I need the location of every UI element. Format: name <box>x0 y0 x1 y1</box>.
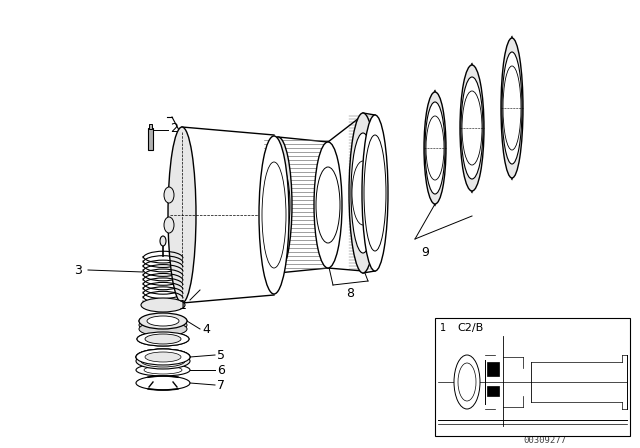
Ellipse shape <box>136 349 190 365</box>
Ellipse shape <box>164 217 174 233</box>
Ellipse shape <box>139 313 187 329</box>
Ellipse shape <box>462 91 482 165</box>
Ellipse shape <box>137 332 189 346</box>
Ellipse shape <box>502 52 522 164</box>
Text: 00309277: 00309277 <box>524 435 566 444</box>
Text: 6: 6 <box>217 363 225 376</box>
Ellipse shape <box>362 115 388 271</box>
Ellipse shape <box>160 236 166 246</box>
Ellipse shape <box>314 142 342 268</box>
Ellipse shape <box>460 65 484 191</box>
Ellipse shape <box>262 162 286 268</box>
Ellipse shape <box>349 113 377 273</box>
Bar <box>487 362 499 376</box>
Ellipse shape <box>139 322 187 336</box>
Ellipse shape <box>168 127 196 303</box>
Ellipse shape <box>266 162 290 248</box>
Bar <box>435 318 630 436</box>
Text: 1: 1 <box>179 298 187 311</box>
Text: 8: 8 <box>346 287 354 300</box>
Ellipse shape <box>503 66 521 150</box>
Ellipse shape <box>147 316 179 326</box>
Ellipse shape <box>454 355 480 409</box>
Text: 9: 9 <box>421 246 429 258</box>
Ellipse shape <box>458 363 476 401</box>
Ellipse shape <box>139 314 187 328</box>
Ellipse shape <box>424 92 446 204</box>
Ellipse shape <box>164 187 174 203</box>
Text: C2/B: C2/B <box>457 323 483 333</box>
Bar <box>148 128 153 150</box>
Ellipse shape <box>139 318 187 332</box>
Ellipse shape <box>144 366 182 374</box>
Ellipse shape <box>136 349 190 365</box>
Text: 7: 7 <box>217 379 225 392</box>
Text: 4: 4 <box>202 323 210 336</box>
Ellipse shape <box>425 102 445 194</box>
Text: 2: 2 <box>170 121 178 134</box>
Ellipse shape <box>136 376 190 390</box>
Ellipse shape <box>137 332 189 346</box>
Ellipse shape <box>136 364 190 376</box>
Ellipse shape <box>501 38 523 178</box>
Ellipse shape <box>351 133 375 253</box>
Ellipse shape <box>145 352 181 362</box>
Ellipse shape <box>316 167 340 243</box>
Ellipse shape <box>136 349 190 365</box>
Ellipse shape <box>141 355 185 367</box>
Ellipse shape <box>352 161 374 225</box>
Ellipse shape <box>264 137 292 273</box>
Ellipse shape <box>426 116 444 180</box>
Text: 5: 5 <box>217 349 225 362</box>
Ellipse shape <box>136 353 190 369</box>
Ellipse shape <box>461 77 483 179</box>
Ellipse shape <box>145 334 181 344</box>
Text: 1: 1 <box>440 323 446 333</box>
Ellipse shape <box>364 135 386 251</box>
Bar <box>487 386 499 396</box>
Bar <box>149 124 152 129</box>
Ellipse shape <box>141 298 185 312</box>
Ellipse shape <box>259 136 289 294</box>
Text: 3: 3 <box>74 263 82 276</box>
